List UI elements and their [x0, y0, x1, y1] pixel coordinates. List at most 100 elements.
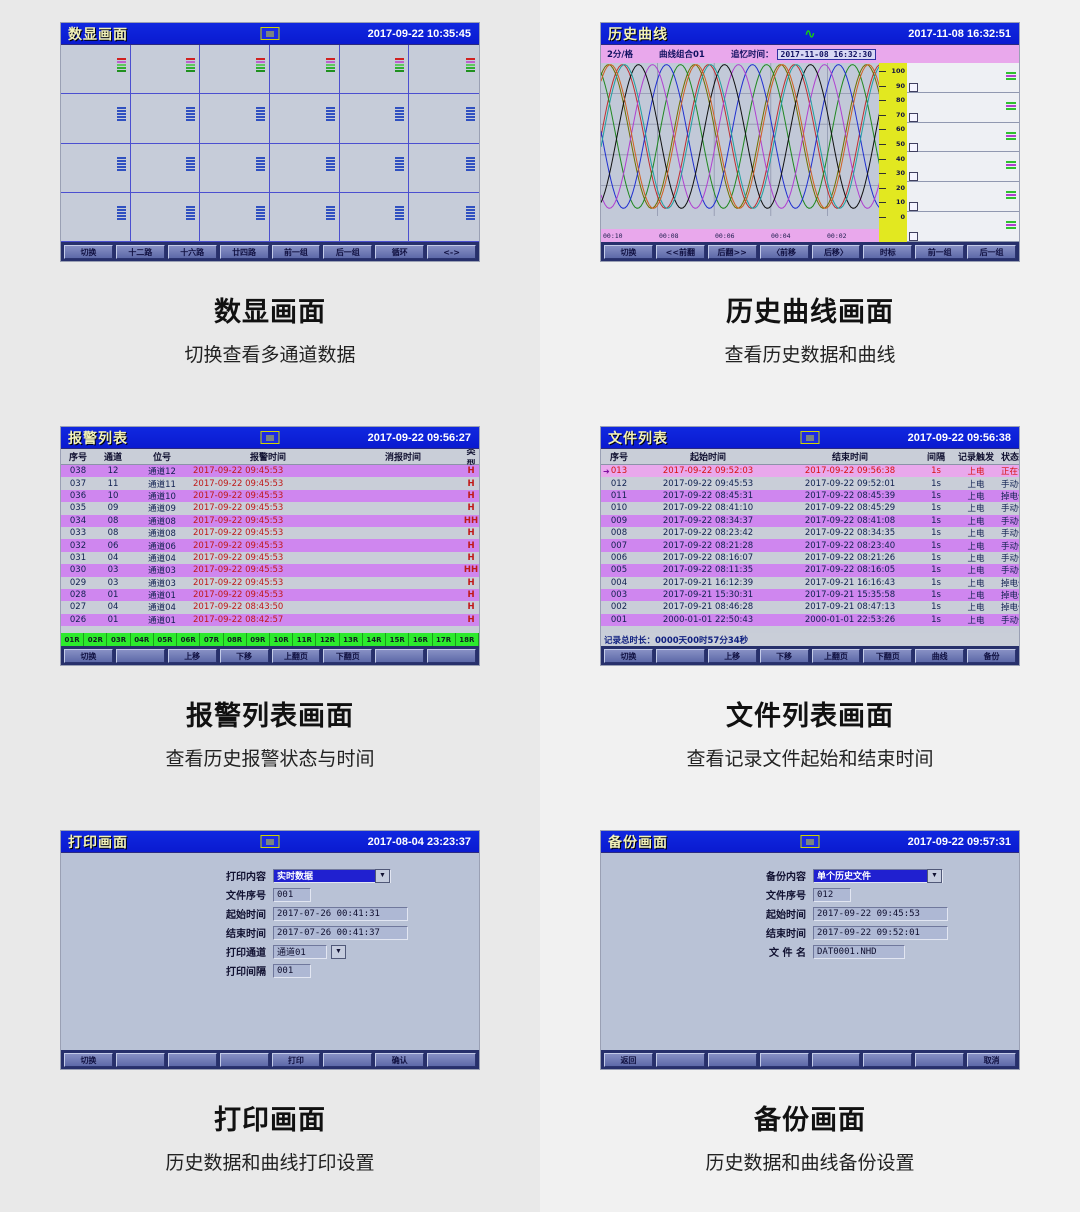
- table-row[interactable]: 002 2017-09-21 08:46:28 2017-09-21 08:47:1…: [601, 601, 1019, 614]
- alarm-tag[interactable]: 09R: [247, 633, 270, 646]
- button-3-2[interactable]: 上移: [707, 649, 757, 663]
- button-1-1[interactable]: <<前翻: [655, 245, 705, 259]
- button-5-2[interactable]: [707, 1053, 757, 1067]
- field-value[interactable]: 012: [813, 887, 851, 902]
- field-value[interactable]: 单个历史文件: [813, 868, 943, 883]
- button-4-6[interactable]: 确认: [375, 1053, 425, 1067]
- button-4-5[interactable]: [323, 1053, 373, 1067]
- chevron-down-icon[interactable]: ▼: [375, 868, 390, 883]
- channel-cell[interactable]: [339, 192, 410, 242]
- channel-cell[interactable]: [200, 192, 270, 242]
- channel-cell[interactable]: [200, 45, 270, 95]
- field-value[interactable]: 2017-09-22 09:45:53: [813, 906, 948, 921]
- channel-cell[interactable]: [409, 45, 479, 95]
- field-value[interactable]: 2017-07-26 00:41:31: [273, 906, 408, 921]
- button-4-2[interactable]: [167, 1053, 217, 1067]
- table-row[interactable]: 034 08 通道08 2017-09-22 09:45:53 HH: [61, 514, 479, 527]
- alarm-tag[interactable]: 08R: [224, 633, 247, 646]
- alarm-tag[interactable]: 16R: [409, 633, 433, 646]
- table-row[interactable]: 003 2017-09-21 15:30:31 2017-09-21 15:35:5…: [601, 588, 1019, 602]
- button-4-7[interactable]: [427, 1053, 476, 1067]
- button-2-1[interactable]: [115, 649, 165, 663]
- channel-cell[interactable]: [130, 192, 201, 242]
- button-0-6[interactable]: 循环: [375, 245, 425, 259]
- curve-channel-item[interactable]: [907, 182, 1019, 213]
- channel-cell[interactable]: [409, 94, 479, 144]
- chevron-down-icon[interactable]: ▼: [331, 944, 346, 959]
- table-row[interactable]: 012 2017-09-22 09:45:53 2017-09-22 09:52:0…: [601, 477, 1019, 490]
- table-row[interactable]: 028 01 通道01 2017-09-22 09:45:53 H: [61, 588, 479, 602]
- curve-channel-item[interactable]: [907, 63, 1019, 93]
- table-row[interactable]: 031 04 通道04 2017-09-22 09:45:53 H: [61, 551, 479, 565]
- table-row[interactable]: 006 2017-09-22 08:16:07 2017-09-22 08:21:2…: [601, 551, 1019, 565]
- alarm-tag[interactable]: 14R: [363, 633, 387, 646]
- table-row[interactable]: 032 06 通道06 2017-09-22 09:45:53 H: [61, 539, 479, 552]
- button-2-4[interactable]: 上翻页: [271, 649, 321, 663]
- table-row[interactable]: 004 2017-09-21 16:12:39 2017-09-21 16:16:4…: [601, 576, 1019, 589]
- button-0-1[interactable]: 十二路: [115, 245, 165, 259]
- alarm-tag[interactable]: 12R: [316, 633, 340, 646]
- channel-cell[interactable]: [61, 192, 131, 242]
- table-row[interactable]: 011 2017-09-22 08:45:31 2017-09-22 08:45:3…: [601, 489, 1019, 503]
- table-row[interactable]: 029 03 通道03 2017-09-22 09:45:53 H: [61, 576, 479, 589]
- channel-cell[interactable]: [130, 94, 201, 144]
- table-body[interactable]: ➜ 013 2017-09-22 09:52:03 2017-09-22 09:56:…: [601, 465, 1019, 633]
- button-5-4[interactable]: [811, 1053, 861, 1067]
- button-2-3[interactable]: 下移: [219, 649, 269, 663]
- channel-cell[interactable]: [130, 45, 201, 95]
- button-5-0[interactable]: 返回: [604, 1053, 653, 1067]
- button-3-3[interactable]: 下移: [759, 649, 809, 663]
- alarm-tag[interactable]: 04R: [131, 633, 154, 646]
- table-row[interactable]: 026 01 通道01 2017-09-22 08:42:57 H: [61, 613, 479, 627]
- channel-checkbox[interactable]: [909, 172, 918, 182]
- alarm-tag[interactable]: 03R: [107, 633, 131, 646]
- alarm-tag[interactable]: 18R: [456, 633, 479, 646]
- curve-plot[interactable]: 00:10 00:08 00:06 00:04 00:02: [601, 63, 884, 242]
- channel-cell[interactable]: [130, 143, 201, 193]
- curve-group[interactable]: 曲线组合01: [659, 50, 705, 60]
- table-row[interactable]: 030 03 通道03 2017-09-22 09:45:53 HH: [61, 564, 479, 577]
- alarm-tag[interactable]: 17R: [433, 633, 456, 646]
- button-1-3[interactable]: 〈前移: [759, 245, 809, 259]
- table-row[interactable]: 001 2000-01-01 22:50:43 2000-01-01 22:53:2…: [601, 613, 1019, 627]
- table-row[interactable]: 008 2017-09-22 08:23:42 2017-09-22 08:34:3…: [601, 526, 1019, 540]
- alarm-tag[interactable]: 13R: [340, 633, 363, 646]
- alarm-tag[interactable]: 10R: [270, 633, 294, 646]
- channel-cell[interactable]: [200, 143, 270, 193]
- channel-cell[interactable]: [269, 45, 340, 95]
- alarm-tag[interactable]: 11R: [293, 633, 317, 646]
- curve-channel-item[interactable]: [907, 152, 1019, 183]
- table-row[interactable]: 035 09 通道09 2017-09-22 09:45:53 H: [61, 502, 479, 515]
- button-2-5[interactable]: 下翻页: [323, 649, 373, 663]
- button-2-7[interactable]: [427, 649, 476, 663]
- table-row[interactable]: 005 2017-09-22 08:11:35 2017-09-22 08:16:0…: [601, 564, 1019, 577]
- channel-cell[interactable]: [200, 94, 270, 144]
- button-4-4[interactable]: 打印: [271, 1053, 321, 1067]
- channel-cell[interactable]: [61, 45, 131, 95]
- button-5-1[interactable]: [655, 1053, 705, 1067]
- button-3-5[interactable]: 下翻页: [863, 649, 913, 663]
- table-row[interactable]: 037 11 通道11 2017-09-22 09:45:53 H: [61, 477, 479, 490]
- button-0-2[interactable]: 十六路: [167, 245, 217, 259]
- alarm-tag[interactable]: 01R: [61, 633, 85, 646]
- table-row[interactable]: 027 04 通道04 2017-09-22 08:43:50 H: [61, 601, 479, 614]
- channel-cell[interactable]: [269, 192, 340, 242]
- table-row[interactable]: 038 12 通道12 2017-09-22 09:45:53 H: [61, 465, 479, 478]
- button-1-2[interactable]: 后翻>>: [707, 245, 757, 259]
- button-0-0[interactable]: 切换: [64, 245, 113, 259]
- button-3-1[interactable]: [655, 649, 705, 663]
- table-body[interactable]: 038 12 通道12 2017-09-22 09:45:53 H 037 11 通道11 20…: [61, 465, 479, 633]
- channel-cell[interactable]: [61, 94, 131, 144]
- table-row[interactable]: 009 2017-09-22 08:34:37 2017-09-22 08:41:0…: [601, 514, 1019, 527]
- button-3-0[interactable]: 切换: [604, 649, 653, 663]
- table-row[interactable]: 036 10 通道10 2017-09-22 09:45:53 H: [61, 489, 479, 503]
- field-value[interactable]: 实时数据: [273, 868, 391, 883]
- channel-cell[interactable]: [61, 143, 131, 193]
- button-3-6[interactable]: 曲线: [915, 649, 965, 663]
- channel-cell[interactable]: [339, 94, 410, 144]
- channel-checkbox[interactable]: [909, 112, 918, 122]
- button-5-3[interactable]: [759, 1053, 809, 1067]
- channel-cell[interactable]: [339, 143, 410, 193]
- table-row[interactable]: 007 2017-09-22 08:21:28 2017-09-22 08:23:4…: [601, 539, 1019, 552]
- button-4-3[interactable]: [219, 1053, 269, 1067]
